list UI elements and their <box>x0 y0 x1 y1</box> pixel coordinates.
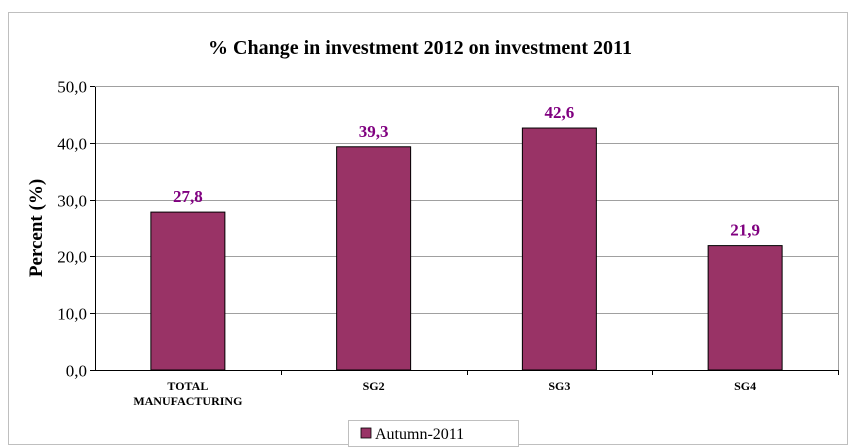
y-tick-label: 10,0 <box>57 305 87 324</box>
y-tick-label: 40,0 <box>57 135 87 154</box>
x-tick-label: TOTAL <box>167 379 208 393</box>
bars <box>150 127 783 371</box>
legend: Autumn-2011 <box>348 420 519 447</box>
bar <box>521 127 597 371</box>
y-tick-label: 30,0 <box>57 192 87 211</box>
chart-title: % Change in investment 2012 on investmen… <box>208 37 632 59</box>
data-label: 21,9 <box>730 221 760 240</box>
legend-box <box>348 420 519 447</box>
y-tick-label: 0,0 <box>66 362 87 381</box>
legend-swatch <box>360 427 372 439</box>
y-tick-label: 20,0 <box>57 248 87 267</box>
data-label: 39,3 <box>359 122 389 141</box>
bar <box>150 211 226 371</box>
data-labels: 27,8 39,3 42,6 21,9 <box>173 103 760 240</box>
x-tick-label: SG2 <box>363 379 385 393</box>
y-ticks: 0,0 10,0 20,0 30,0 40,0 50,0 <box>57 78 95 381</box>
bar <box>707 245 783 371</box>
axes <box>95 86 839 371</box>
x-tick-label: SG3 <box>548 379 570 393</box>
data-label: 42,6 <box>545 103 575 122</box>
y-axis-label: Percent (%) <box>26 179 47 277</box>
data-label: 27,8 <box>173 187 203 206</box>
x-tick-label: SG4 <box>734 379 756 393</box>
chart-border <box>8 12 848 445</box>
bar <box>336 146 412 371</box>
y-tick-label: 50,0 <box>57 78 87 97</box>
x-tick-label: MANUFACTURING <box>133 394 242 408</box>
legend-label: Autumn-2011 <box>375 426 464 443</box>
